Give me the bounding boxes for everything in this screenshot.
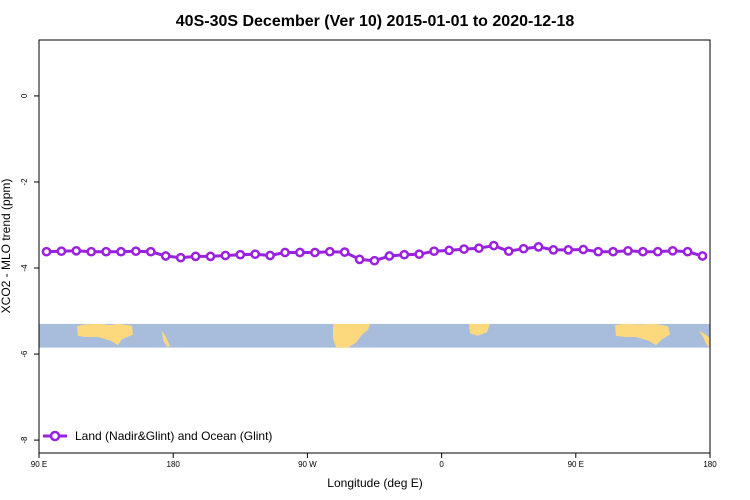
data-point <box>41 246 52 257</box>
data-point <box>190 251 201 262</box>
y-axis: 0 -2 -4 -6 -8 <box>20 93 39 444</box>
land-mass <box>469 323 490 336</box>
chart-title: 40S-30S December (Ver 10) 2015-01-01 to … <box>176 13 575 30</box>
data-point <box>354 254 365 265</box>
land-mass <box>699 331 710 348</box>
x-tick-label: 90 W <box>298 460 317 469</box>
data-point <box>71 245 82 256</box>
data-point <box>429 246 439 257</box>
data-point <box>503 246 514 257</box>
data-point <box>533 242 544 252</box>
data-point <box>310 247 320 258</box>
data-point <box>220 250 231 261</box>
x-tick-label: 0 <box>439 460 444 469</box>
x-axis-label: Longitude (deg E) <box>327 476 422 490</box>
basemap-strip <box>39 323 710 348</box>
data-point <box>459 244 469 254</box>
data-point <box>414 249 425 260</box>
data-point <box>399 249 410 260</box>
legend: Land (Nadir&Glint) and Ocean (Glint) <box>43 429 272 443</box>
data-point <box>638 246 648 257</box>
data-point <box>175 252 186 263</box>
x-tick-label: 180 <box>703 460 717 469</box>
x-tick-label: 90 E <box>568 460 584 469</box>
data-point <box>548 245 559 255</box>
data-point <box>131 246 141 257</box>
x-tick-label: 90 E <box>31 460 47 469</box>
data-point <box>265 250 275 261</box>
y-tick-label: -6 <box>20 350 29 358</box>
data-point <box>488 240 499 251</box>
data-point <box>518 243 529 254</box>
data-point <box>160 251 171 261</box>
y-tick-label: 0 <box>20 93 29 98</box>
data-point <box>563 245 574 255</box>
data-point <box>101 246 111 257</box>
x-tick-label: 180 <box>167 460 181 469</box>
land-mass <box>615 323 670 346</box>
data-point <box>623 245 633 256</box>
data-point <box>608 246 618 257</box>
data-point <box>250 249 261 260</box>
data-point <box>116 246 126 257</box>
y-tick-label: -4 <box>20 264 29 272</box>
data-point <box>697 251 708 261</box>
plot-area <box>41 240 708 266</box>
land-mass <box>162 331 170 348</box>
land-mass <box>77 323 133 346</box>
data-point <box>280 247 290 258</box>
data-point <box>578 244 589 255</box>
data-point <box>324 246 335 257</box>
data-point <box>593 246 604 257</box>
y-axis-label: XCO2 - MLO trend (ppm) <box>0 179 13 314</box>
data-point <box>652 246 663 257</box>
data-point <box>205 251 216 262</box>
data-point <box>667 245 678 256</box>
legend-label: Land (Nadir&Glint) and Ocean (Glint) <box>75 429 272 443</box>
data-point <box>145 246 156 257</box>
y-tick-label: -8 <box>20 436 29 444</box>
land-mass <box>333 323 370 348</box>
data-point <box>682 246 693 257</box>
data-point <box>295 247 305 258</box>
data-point <box>235 249 246 260</box>
x-axis: 90 E 180 90 W 0 90 E 180 <box>31 453 717 469</box>
data-point <box>369 255 380 266</box>
data-point <box>339 247 350 257</box>
data-point <box>86 246 97 257</box>
data-point <box>474 243 484 254</box>
data-point <box>56 246 67 257</box>
ocean-band <box>39 323 710 348</box>
legend-marker-swatch <box>49 430 61 442</box>
y-tick-label: -2 <box>20 178 29 186</box>
data-point <box>384 251 395 261</box>
data-point <box>444 245 454 256</box>
plot-frame <box>38 39 711 454</box>
